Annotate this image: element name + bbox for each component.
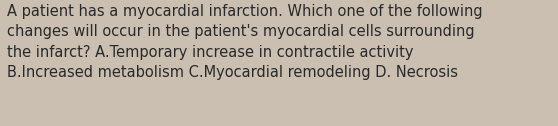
- Text: A patient has a myocardial infarction. Which one of the following
changes will o: A patient has a myocardial infarction. W…: [7, 4, 483, 80]
